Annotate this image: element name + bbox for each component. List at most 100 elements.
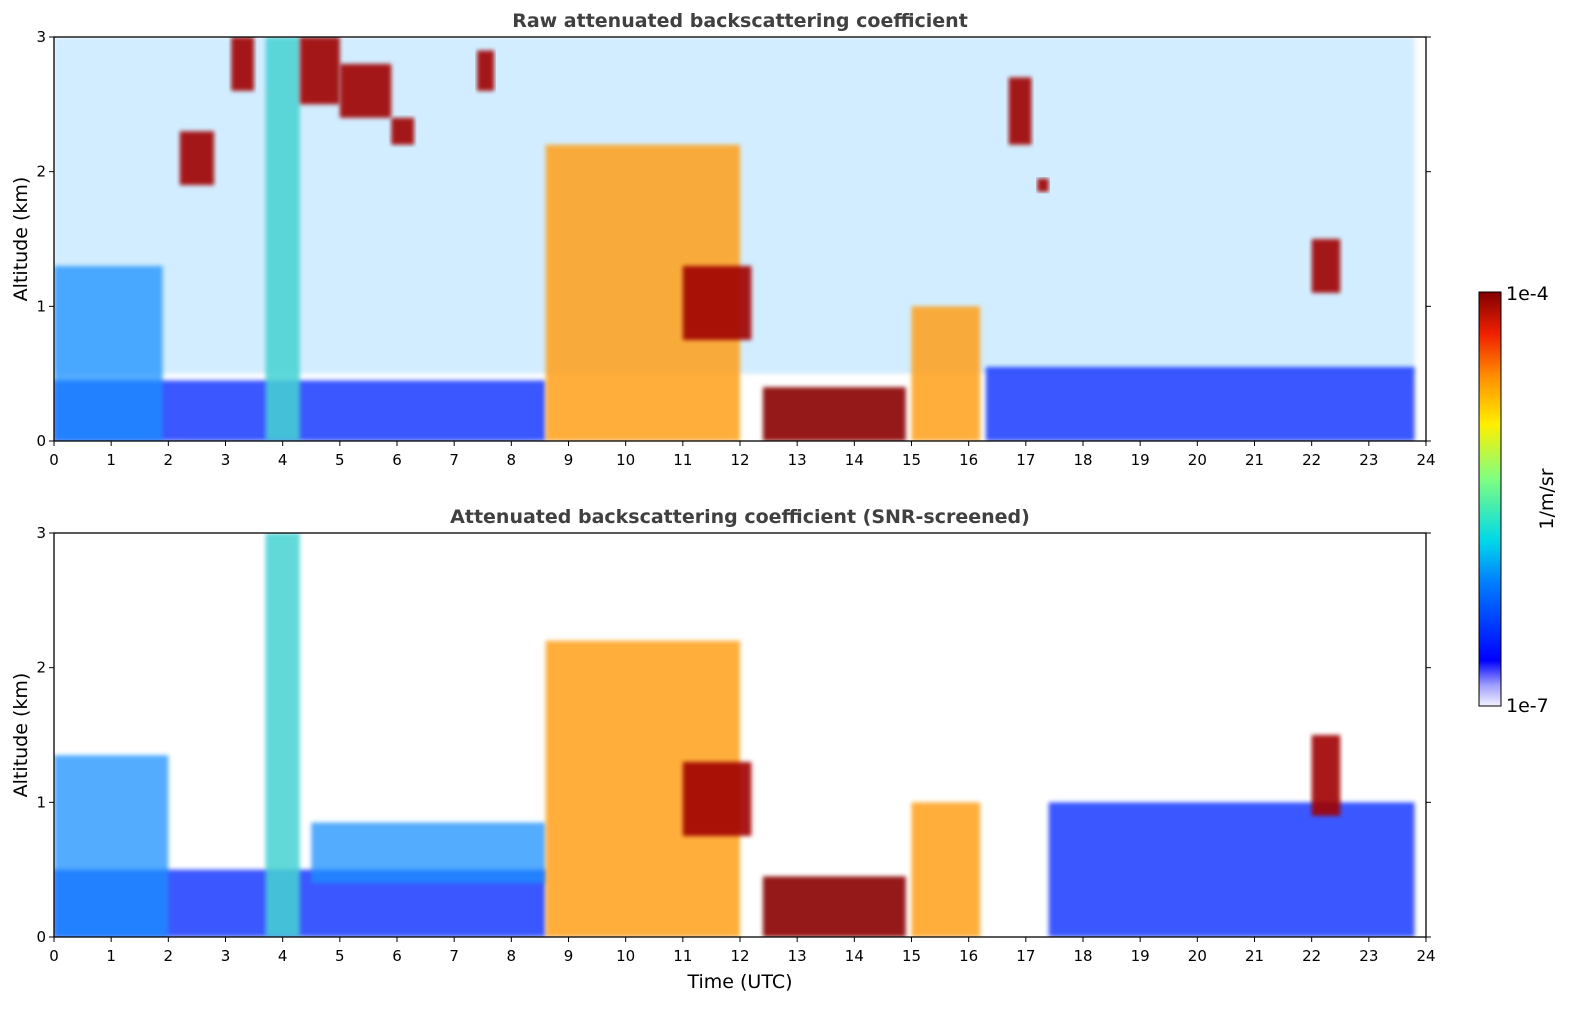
heatmap-region-cloud-segment	[1311, 735, 1341, 816]
heatmap-region-aerosol-layer	[311, 822, 546, 884]
colorbar: 1e-4 1e-7 1/m/sr	[1478, 283, 1558, 717]
y-tick-label: 2	[36, 659, 46, 677]
y-tick-label: 3	[36, 28, 46, 46]
heatmap-region-aerosol-layer	[54, 265, 163, 441]
colorbar-gradient	[1478, 291, 1502, 707]
x-tick-label: 12	[730, 947, 749, 965]
x-tick-label: 5	[335, 947, 345, 965]
x-tick-label: 7	[449, 947, 459, 965]
x-tick-label: 16	[959, 451, 978, 469]
x-tick-label: 22	[1302, 451, 1321, 469]
colorbar-unit-label: 1/m/sr	[1536, 468, 1558, 529]
x-tick-label: 4	[278, 947, 288, 965]
y-tick-label: 1	[36, 793, 46, 811]
heatmap-region-cloud-segment	[682, 265, 752, 340]
panel-title: Raw attenuated backscattering coefficien…	[512, 10, 968, 32]
x-tick-label: 18	[1073, 451, 1092, 469]
x-tick-label: 9	[564, 947, 574, 965]
heatmap-region-boundary-layer	[1048, 802, 1415, 937]
panel-title: Attenuated backscattering coefficient (S…	[450, 506, 1030, 528]
x-tick-label: 23	[1359, 451, 1378, 469]
heatmap-region-precip-column	[911, 306, 981, 441]
heatmap-region-cloud-segment	[1311, 239, 1341, 293]
x-tick-label: 10	[616, 451, 635, 469]
x-tick-label: 15	[902, 947, 921, 965]
y-tick-label: 3	[36, 524, 46, 542]
x-tick-label: 8	[507, 451, 517, 469]
x-tick-label: 5	[335, 451, 345, 469]
heatmap-region-cloud-segment	[299, 37, 340, 105]
x-tick-label: 13	[788, 947, 807, 965]
y-tick-label: 1	[36, 297, 46, 315]
x-tick-label: 10	[616, 947, 635, 965]
x-tick-label: 21	[1245, 451, 1264, 469]
heatmap-region-cloud-segment	[477, 50, 495, 91]
x-tick-label: 2	[164, 451, 174, 469]
heatmap-region-cloud-segment	[682, 761, 752, 836]
x-tick-label: 22	[1302, 947, 1321, 965]
heatmap-region-cloud-segment	[231, 37, 255, 91]
heatmap-region-aerosol-layer	[54, 755, 169, 937]
x-tick-label: 9	[564, 451, 574, 469]
heatmap-region-precip-column	[911, 802, 981, 937]
heatmap-region-low-cloud	[762, 387, 906, 441]
y-tick-label: 0	[36, 928, 46, 946]
x-tick-label: 6	[392, 451, 402, 469]
heatmap-region-rain-shaft	[265, 37, 300, 441]
x-axis-label: Time (UTC)	[686, 971, 792, 993]
colorbar-min-label: 1e-7	[1506, 695, 1549, 717]
plot-area	[54, 533, 1415, 937]
y-axis-label: Altitude (km)	[10, 177, 32, 302]
heatmap-region-rain-shaft	[265, 533, 300, 937]
x-tick-label: 15	[902, 451, 921, 469]
x-tick-label: 20	[1188, 451, 1207, 469]
x-tick-label: 14	[845, 947, 864, 965]
x-tick-label: 1	[106, 451, 116, 469]
x-tick-label: 18	[1073, 947, 1092, 965]
x-tick-label: 2	[164, 947, 174, 965]
x-tick-label: 1	[106, 947, 116, 965]
y-tick-label: 2	[36, 163, 46, 181]
snr-screened-panel: Attenuated backscattering coefficient (S…	[10, 506, 1436, 993]
x-tick-label: 24	[1416, 451, 1435, 469]
heatmap-region-cloud-segment	[339, 63, 392, 118]
x-tick-label: 7	[449, 451, 459, 469]
x-tick-label: 12	[730, 451, 749, 469]
raw-backscatter-panel: Raw attenuated backscattering coefficien…	[10, 10, 1436, 469]
colorbar-max-label: 1e-4	[1506, 283, 1549, 305]
heatmap-region-cloud-segment	[1008, 77, 1032, 145]
x-tick-label: 13	[788, 451, 807, 469]
x-axis-ticks: 0 1 2 3 4 5 6 7 8 9 10 11 12 13 14 15 16 17 18 19 20 21 22 23 24	[49, 441, 1436, 469]
x-tick-label: 6	[392, 947, 402, 965]
y-axis-ticks: 0 1 2 3	[36, 28, 1431, 450]
heatmap-region-cloud-segment	[1037, 178, 1049, 192]
x-tick-label: 11	[673, 947, 692, 965]
x-tick-label: 19	[1131, 451, 1150, 469]
plot-area	[54, 37, 1415, 441]
x-tick-label: 24	[1416, 947, 1435, 965]
x-tick-label: 11	[673, 451, 692, 469]
x-tick-label: 3	[221, 947, 231, 965]
heatmap-region-boundary-layer	[985, 366, 1415, 441]
y-axis-label: Altitude (km)	[10, 673, 32, 798]
x-tick-label: 23	[1359, 947, 1378, 965]
x-tick-label: 17	[1016, 451, 1035, 469]
x-tick-label: 8	[507, 947, 517, 965]
x-tick-label: 3	[221, 451, 231, 469]
heatmap-region-cloud-segment	[391, 117, 415, 145]
x-tick-label: 4	[278, 451, 288, 469]
x-tick-label: 17	[1016, 947, 1035, 965]
x-tick-label: 14	[845, 451, 864, 469]
x-tick-label: 19	[1131, 947, 1150, 965]
heatmap-region-low-cloud	[762, 876, 906, 937]
x-tick-label: 0	[49, 947, 59, 965]
heatmap-region-cloud-segment	[179, 131, 215, 186]
x-tick-label: 20	[1188, 947, 1207, 965]
x-tick-label: 21	[1245, 947, 1264, 965]
y-axis-ticks: 0 1 2 3	[36, 524, 1431, 946]
x-tick-label: 0	[49, 451, 59, 469]
y-tick-label: 0	[36, 432, 46, 450]
x-axis-ticks: 0 1 2 3 4 5 6 7 8 9 10 11 12 13 14 15 16 17 18 19 20 21 22 23 24	[49, 937, 1436, 965]
x-tick-label: 16	[959, 947, 978, 965]
